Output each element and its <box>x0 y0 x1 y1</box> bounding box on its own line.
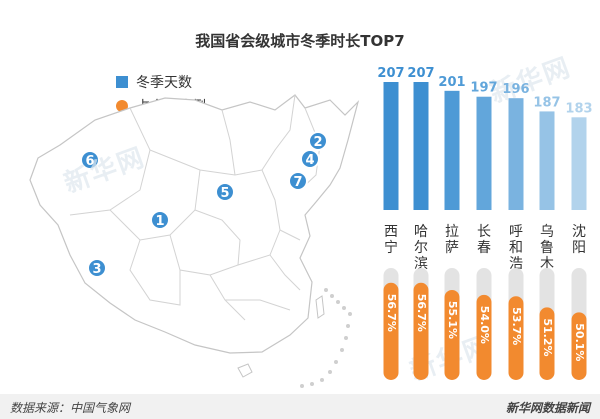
ratio-value-label-5: 53.7% <box>510 307 523 345</box>
map-marker-label-5: 5 <box>220 186 229 201</box>
ratio-value-label-6: 51.2% <box>541 318 554 356</box>
ratio-value-label-2: 56.7% <box>415 294 428 332</box>
brand-text: 新华网数据新闻 <box>505 401 590 415</box>
dot <box>300 384 304 388</box>
days-bar-6 <box>539 111 555 210</box>
map-marker-label-1: 1 <box>155 214 164 229</box>
days-value-label-7: 183 <box>565 101 592 116</box>
hainan-island <box>237 363 253 378</box>
map-marker-6 <box>80 150 100 170</box>
days-bar-1 <box>383 82 399 210</box>
dot <box>324 288 328 292</box>
ratio-bar-7 <box>571 312 587 380</box>
dot <box>344 336 348 340</box>
province-borders <box>69 94 321 321</box>
ratio-bar-3 <box>444 289 460 380</box>
dot <box>330 294 334 298</box>
ratio-bar-5 <box>508 296 524 380</box>
chart-title: 我国省会级城市冬季时长TOP7 <box>195 32 405 50</box>
ratio-bar-4 <box>476 294 492 380</box>
dot <box>320 378 324 382</box>
dot <box>346 324 350 328</box>
days-value-label-3: 201 <box>438 75 465 90</box>
map-markers: 1 2 3 4 5 6 7 <box>80 131 328 278</box>
ratio-bar-1 <box>383 282 399 380</box>
dot <box>334 360 338 364</box>
dot <box>310 382 314 386</box>
china-map-outline <box>29 94 360 354</box>
map-marker-7 <box>288 171 308 191</box>
map-marker-2 <box>308 131 328 151</box>
ratio-bar-2 <box>413 282 429 380</box>
days-value-label-5: 196 <box>502 82 529 97</box>
footer-bar: 数据来源：中国气象网 新华网数据新闻 <box>0 394 600 419</box>
dot <box>348 312 352 316</box>
map-marker-label-4: 4 <box>305 153 314 168</box>
days-bar-3 <box>444 90 460 210</box>
map-marker-label-3: 3 <box>92 262 101 277</box>
days-bar-5 <box>508 98 524 210</box>
dot <box>336 300 340 304</box>
days-bar-7 <box>571 117 587 210</box>
category-label-4: 长春 <box>477 224 491 256</box>
map-marker-5 <box>215 182 235 202</box>
ratio-bar-6 <box>539 307 555 380</box>
dot <box>340 348 344 352</box>
legend-label-days: 冬季天数 <box>136 75 192 91</box>
ratio-value-label-7: 50.1% <box>573 323 586 361</box>
days-value-label-4: 197 <box>470 81 497 96</box>
map-marker-label-7: 7 <box>293 175 302 190</box>
ratio-value-label-4: 54.0% <box>478 306 491 344</box>
days-value-label-1: 207 <box>377 66 404 81</box>
dot <box>328 370 332 374</box>
source-text: 数据来源：中国气象网 <box>10 401 131 415</box>
category-label-1: 西宁 <box>384 224 398 256</box>
legend-item-days: 冬季天数 <box>116 70 206 94</box>
map-marker-4 <box>300 149 320 169</box>
legend-swatch-ratio <box>116 100 128 112</box>
category-label-3: 拉萨 <box>445 224 459 256</box>
days-bar-4 <box>476 96 492 210</box>
ratio-value-label-1: 56.7% <box>385 294 398 332</box>
dot <box>342 306 346 310</box>
taiwan-island <box>315 295 325 319</box>
days-value-label-2: 207 <box>407 66 434 81</box>
map-marker-1 <box>150 210 170 230</box>
islands <box>237 295 325 378</box>
south-china-sea-dots <box>300 288 352 388</box>
days-value-label-6: 187 <box>533 95 560 110</box>
days-bar-2 <box>413 82 429 210</box>
map-marker-label-6: 6 <box>85 154 94 169</box>
category-label-7: 沈阳 <box>572 224 586 256</box>
map-marker-label-2: 2 <box>313 135 322 150</box>
ratio-value-label-3: 55.1% <box>446 301 459 339</box>
legend-swatch-days <box>116 76 128 88</box>
category-label-2: 哈尔滨 <box>414 224 428 272</box>
map-marker-3 <box>87 258 107 278</box>
